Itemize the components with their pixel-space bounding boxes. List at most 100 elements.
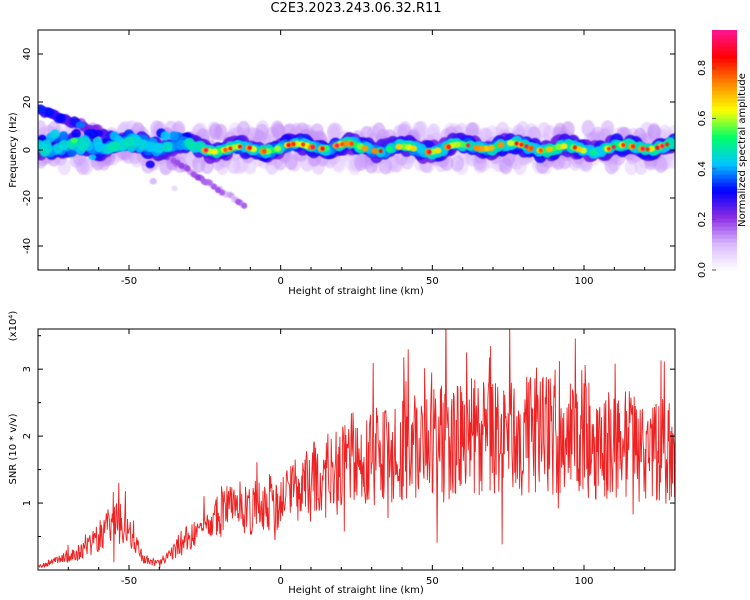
spectrogram-cell [640,146,645,151]
spectrogram-cell [70,137,79,144]
spectrogram-cell [44,107,55,118]
colorbar-cell [712,86,737,91]
colorbar-cell [712,158,737,163]
spectrogram-cell [227,191,234,198]
spectrogram-cell [194,174,201,181]
spectrogram-cell [149,177,157,185]
spectrogram-cell [472,144,481,151]
colorbar-cell [712,210,737,215]
colorbar-cell [712,54,737,59]
colorbar-cell [712,226,737,231]
snr-x-ticks: -50 0 50 100 [67,329,676,587]
spectrogram-y-tick-label: -40 [22,238,33,254]
spectrogram-cell [654,156,668,173]
spectrogram-cell [506,139,515,147]
spectrogram-y-tick-label: 40 [22,48,33,61]
snr-line [38,329,675,569]
spectrogram-cell [354,154,368,171]
snr-y-tick-label: 2 [22,433,33,439]
colorbar-cell [712,238,737,243]
colorbar-cell [712,250,737,255]
colorbar-cell [712,42,737,47]
spectrogram-cell [154,142,165,154]
spectrogram-cell [395,143,403,150]
spectrogram-cell [320,146,325,151]
colorbar-cell [712,30,737,35]
spectrogram-cell [664,142,670,147]
colorbar-cell [712,170,737,175]
spectrogram-cell [427,149,432,155]
spectrogram-x-ticks: -50 0 50 100 [67,30,676,287]
spectrogram-x-tick-label: -50 [121,276,137,287]
snr-frame [37,328,676,571]
spectrogram-y-tick-label: -20 [22,190,33,206]
spectrogram-cell [77,140,89,152]
snr-x-tick-label: 0 [277,576,283,587]
colorbar-cell [712,50,737,55]
spectrogram-heatmap [38,104,675,209]
spectrogram-cell [466,143,471,148]
colorbar-cell [712,130,737,135]
colorbar-cell [712,90,737,95]
colorbar-cell [712,234,737,239]
spectrogram-cell [208,123,223,140]
colorbar-cell [712,262,737,267]
colorbar-cell [712,138,737,143]
colorbar-cell [712,122,737,127]
spectrogram-x-tick-label: 0 [277,276,283,287]
colorbar-label: Normalized spectral amplitude [737,73,748,227]
colorbar-cell [712,246,737,251]
colorbar-cell [712,218,737,223]
spectrogram-cell [92,136,103,147]
colorbar-cell [712,202,737,207]
colorbar-cell [712,98,737,103]
spectrogram-cell [545,146,554,153]
spectrogram-cell [409,145,418,152]
snr-y-ticks: 1 2 3 [22,335,675,538]
spectrogram-cell [372,122,386,140]
spectrogram-x-tick-label: 100 [574,276,593,287]
spectrogram-cell [50,129,60,139]
spectrogram-cell [71,128,82,139]
spectrogram-cell [210,183,217,190]
spectrogram-cell [434,147,442,154]
spectrogram-cell [184,165,191,172]
colorbar-cell [712,154,737,159]
spectrogram-cell [178,162,185,169]
colorbar-cell [712,134,737,139]
spectrogram-cell [160,131,171,141]
spectrogram-cell [241,202,248,209]
spectrogram-cell [286,142,291,148]
colorbar: 0.0 0.2 0.4 0.6 0.8 Normalized spectral ampl… [697,30,748,278]
colorbar-cell [712,46,737,51]
snr-x-tick-label: 100 [574,576,593,587]
spectrogram-cell [55,113,66,123]
colorbar-cell [712,178,737,183]
colorbar-cell [712,110,737,115]
spectrogram-cell [519,142,524,147]
spectrogram-cell [235,198,242,205]
colorbar-cell [712,126,737,131]
snr-x-tick-label: 50 [426,576,439,587]
spectrogram-cell [310,144,315,150]
spectrogram-cell [214,186,222,194]
spectrogram-cell [529,146,534,151]
colorbar-cell [712,182,737,187]
spectrogram-y-tick-label: 0 [22,147,33,153]
colorbar-cell [712,34,737,39]
colorbar-cell [712,174,737,179]
spectrogram-cell [228,146,233,151]
colorbar-cell [712,66,737,71]
spectrogram-cell [75,121,86,129]
colorbar-cell [712,74,737,79]
spectrogram-cell [621,142,626,148]
spectrogram-cell [589,149,597,156]
spectrogram-cell [371,147,379,155]
snr-y-tick-label: 1 [22,500,33,506]
colorbar-cell [712,150,737,155]
colorbar-cell [712,162,737,167]
colorbar-tick-label: 0.4 [697,161,708,177]
spectrogram-cell [271,122,285,140]
spectrogram-cell [524,144,529,149]
